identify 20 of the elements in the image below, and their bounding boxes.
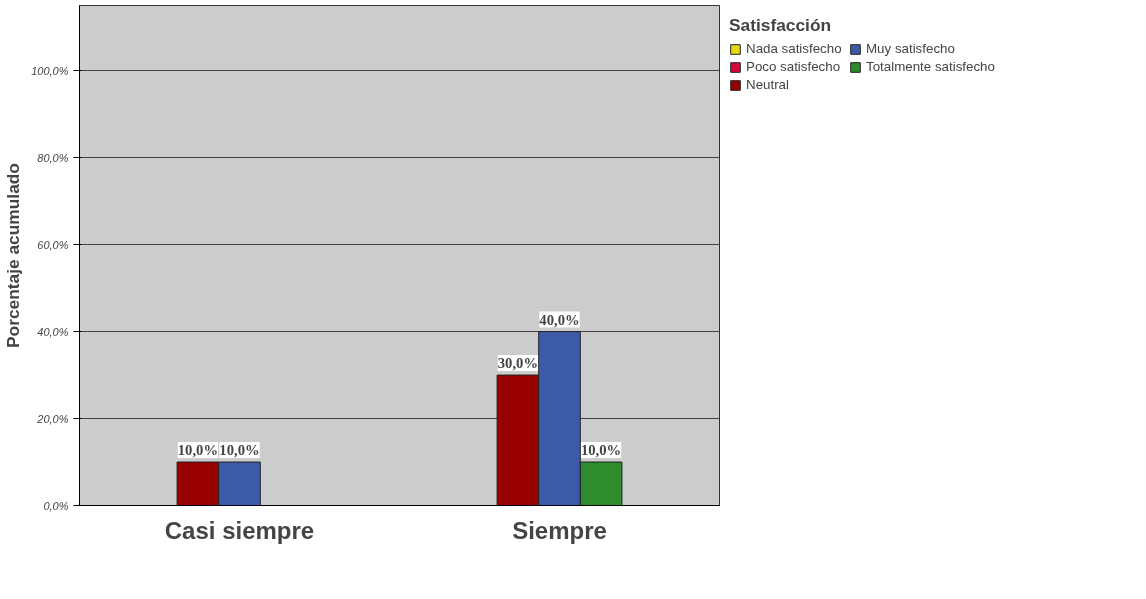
legend-label: Totalmente satisfecho xyxy=(866,59,995,74)
legend-label: Muy satisfecho xyxy=(866,41,956,56)
data-label: 30,0% xyxy=(497,355,539,372)
x-tick-label: Casi siempre xyxy=(164,516,315,544)
x-tick-label: Siempre xyxy=(512,516,607,544)
y-tick-label: 80,0% xyxy=(37,151,69,164)
y-tick-label: 40,0% xyxy=(37,325,69,338)
y-tick-label: 0,0% xyxy=(43,499,69,512)
y-axis-title: Porcentaje acumulado xyxy=(3,163,24,348)
data-label: 10,0% xyxy=(177,442,219,459)
legend-label: Poco satisfecho xyxy=(746,59,842,74)
data-label: 10,0% xyxy=(580,442,622,459)
legend-label: Nada satisfecho xyxy=(746,41,843,56)
y-tick-label: 100,0% xyxy=(31,64,69,77)
y-tick-label: 20,0% xyxy=(36,412,69,425)
data-label: 40,0% xyxy=(539,311,580,328)
data-label: 10,0% xyxy=(219,442,260,459)
y-tick-label: 60,0% xyxy=(37,238,69,251)
legend-label: Neutral xyxy=(746,77,790,92)
legend-title: Satisfacción xyxy=(729,15,833,36)
